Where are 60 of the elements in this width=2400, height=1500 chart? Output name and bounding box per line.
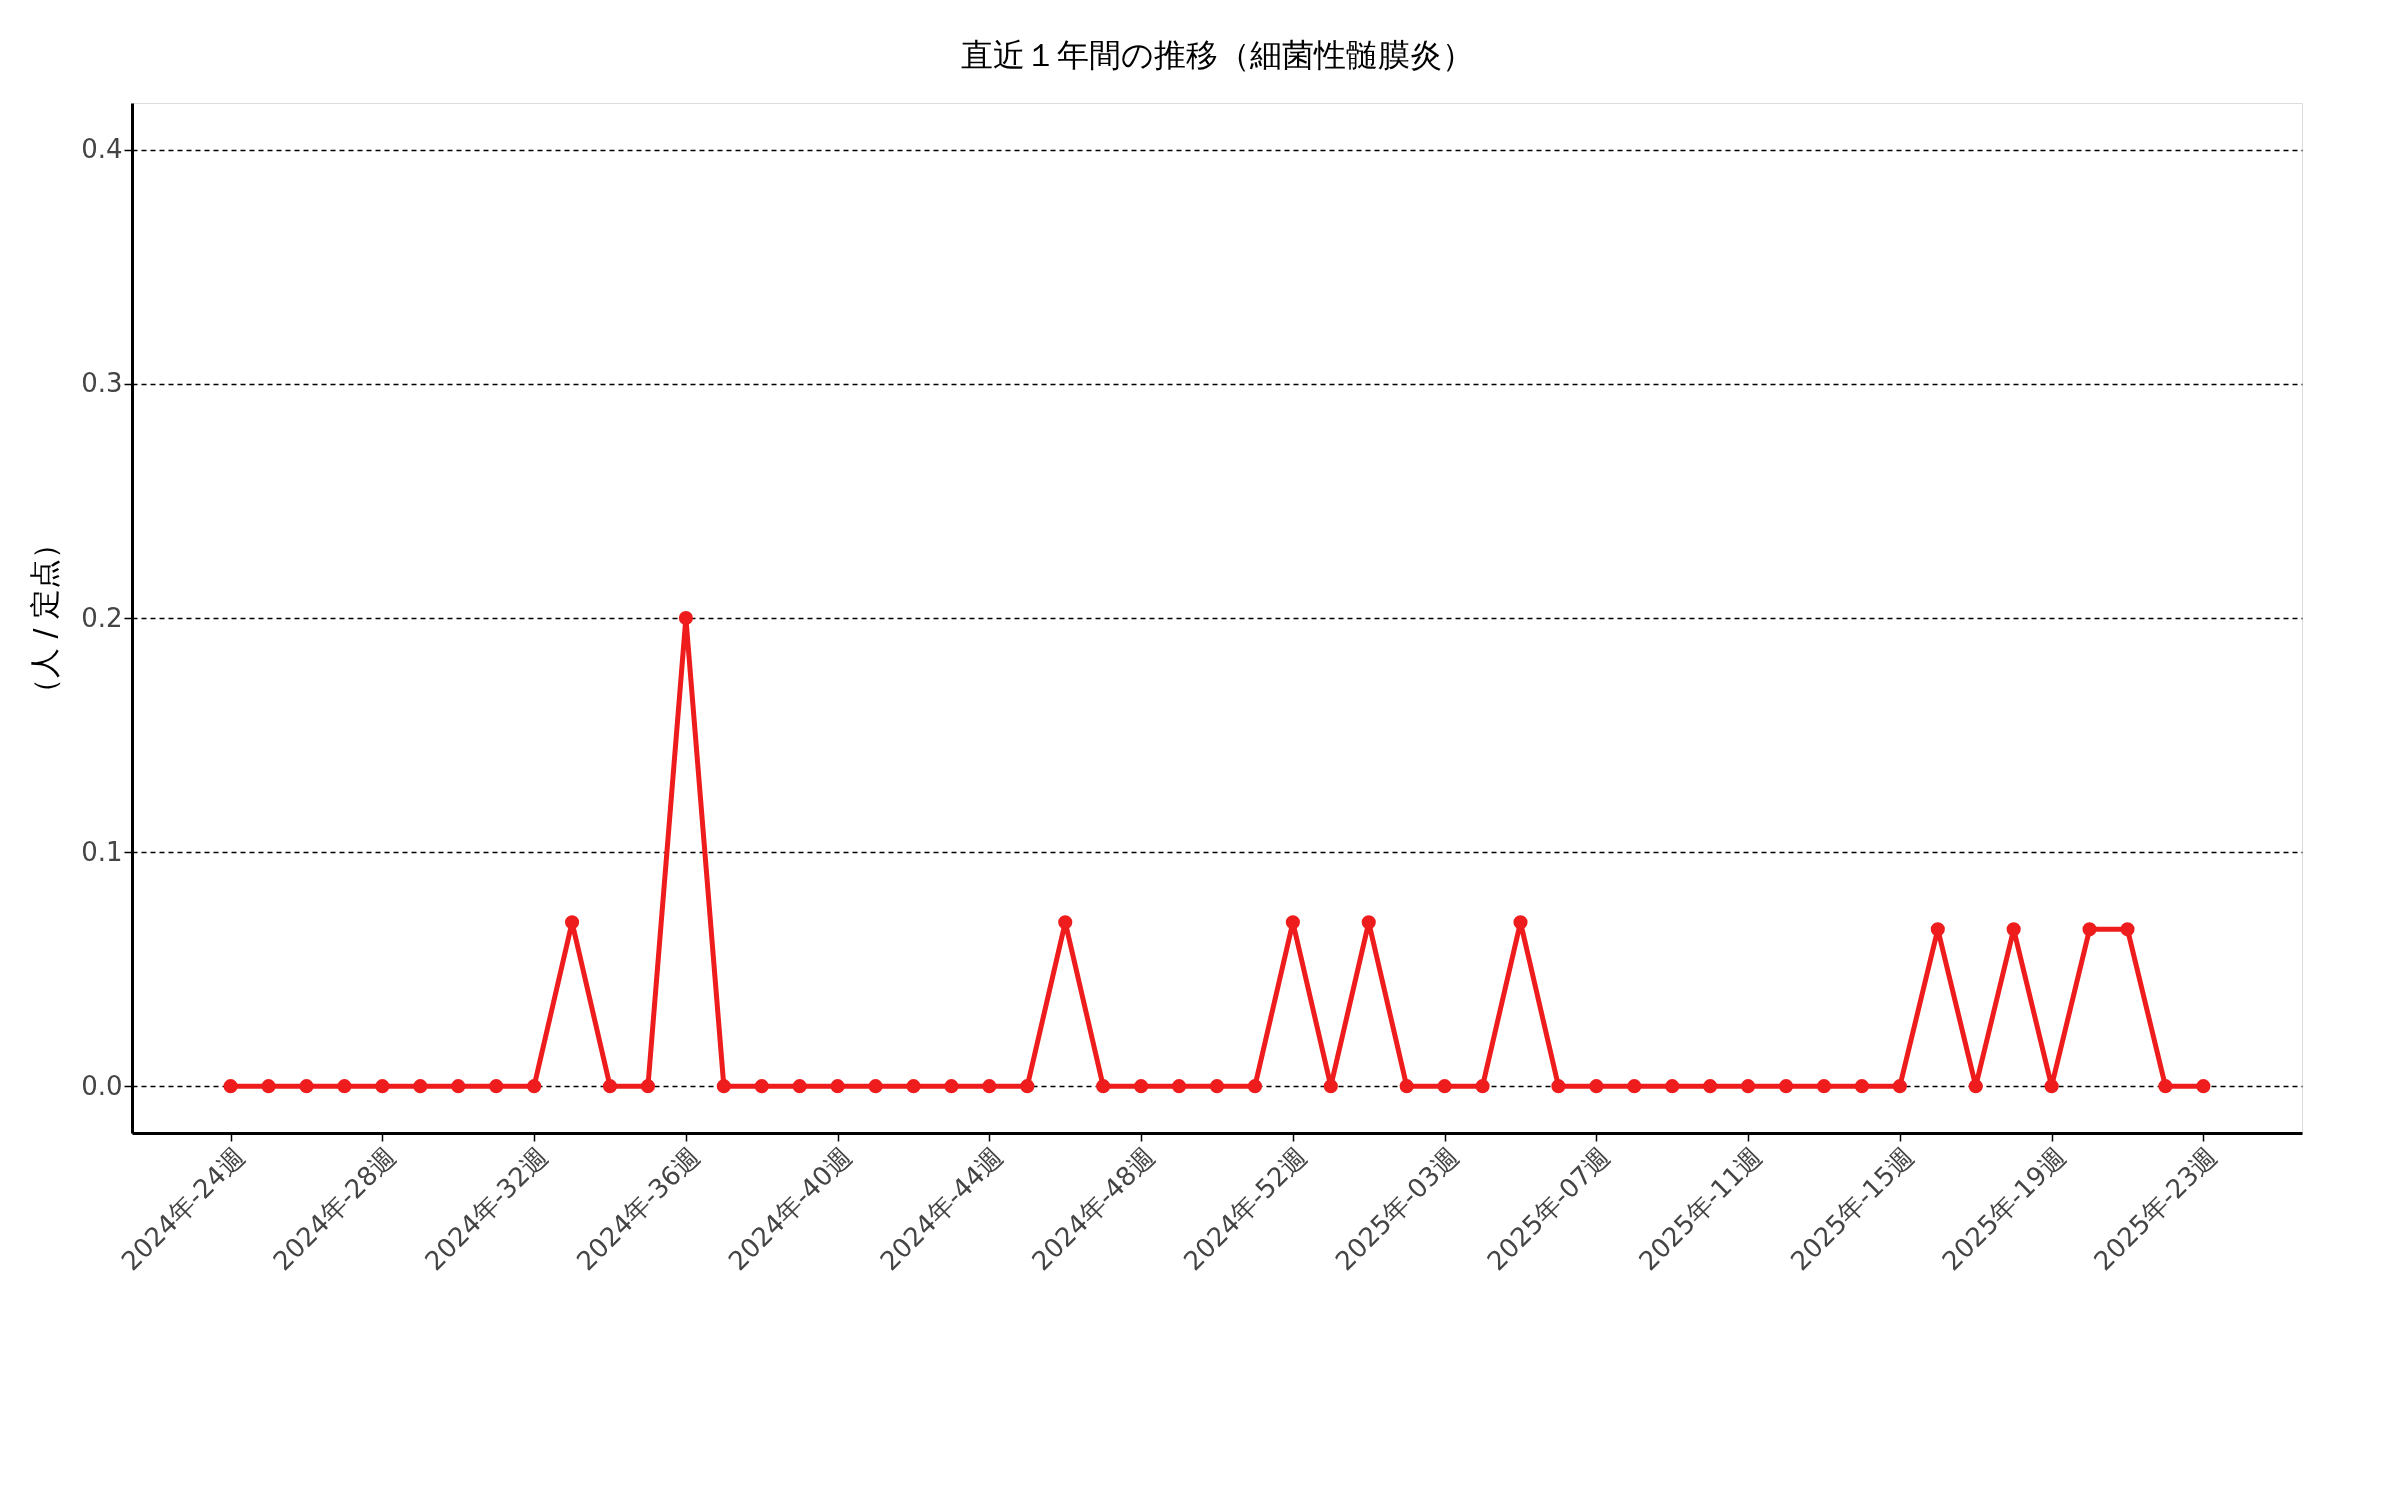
point bbox=[1058, 915, 1073, 930]
point bbox=[2196, 1079, 2211, 1094]
point bbox=[1930, 922, 1945, 937]
point bbox=[2044, 1079, 2059, 1094]
y-tick-label: 0.3 bbox=[81, 368, 123, 399]
point bbox=[1020, 1079, 1035, 1094]
point bbox=[565, 915, 580, 930]
point bbox=[1134, 1079, 1149, 1094]
point bbox=[527, 1079, 542, 1094]
point bbox=[451, 1079, 466, 1094]
point bbox=[1968, 1079, 1983, 1094]
point bbox=[1096, 1079, 1111, 1094]
point bbox=[1247, 1079, 1263, 1094]
point bbox=[2006, 922, 2021, 937]
point bbox=[337, 1079, 352, 1094]
point bbox=[1627, 1079, 1642, 1094]
point bbox=[1323, 1079, 1338, 1094]
point bbox=[1551, 1079, 1566, 1094]
point bbox=[1209, 1079, 1225, 1094]
point bbox=[1816, 1079, 1832, 1094]
point bbox=[602, 1079, 618, 1094]
point bbox=[1361, 915, 1376, 930]
point bbox=[982, 1079, 997, 1094]
point bbox=[944, 1079, 959, 1094]
point bbox=[1475, 1079, 1490, 1094]
point bbox=[223, 1079, 238, 1094]
point bbox=[299, 1079, 314, 1094]
point bbox=[1778, 1079, 1794, 1094]
point bbox=[1513, 915, 1528, 930]
point bbox=[640, 1079, 656, 1094]
y-tick-label: 0.0 bbox=[81, 1070, 123, 1101]
point bbox=[868, 1079, 883, 1094]
point bbox=[2158, 1079, 2173, 1094]
point bbox=[792, 1079, 807, 1094]
point bbox=[1665, 1079, 1680, 1094]
point bbox=[489, 1079, 504, 1094]
chart-title: 直近１年間の推移（細菌性髄膜炎） bbox=[960, 36, 1474, 74]
point bbox=[678, 610, 693, 626]
point bbox=[1285, 915, 1300, 930]
y-tick-label: 0.1 bbox=[81, 836, 123, 867]
y-axis-title: （人 / 定点） bbox=[27, 528, 63, 709]
point bbox=[716, 1079, 731, 1094]
y-tick-label: 0.4 bbox=[81, 134, 123, 165]
point bbox=[1589, 1079, 1604, 1094]
point bbox=[2082, 922, 2097, 937]
point bbox=[2120, 922, 2135, 937]
point bbox=[1437, 1079, 1452, 1094]
point bbox=[375, 1079, 390, 1094]
point bbox=[413, 1079, 428, 1094]
point bbox=[1741, 1079, 1756, 1094]
point bbox=[261, 1079, 276, 1094]
point bbox=[1703, 1079, 1718, 1094]
point bbox=[906, 1079, 921, 1094]
point bbox=[1171, 1079, 1187, 1094]
y-tick-label: 0.2 bbox=[81, 602, 123, 633]
point bbox=[1892, 1079, 1907, 1094]
point bbox=[830, 1079, 845, 1094]
point bbox=[754, 1079, 769, 1094]
point bbox=[1399, 1079, 1414, 1094]
point bbox=[1854, 1079, 1869, 1094]
